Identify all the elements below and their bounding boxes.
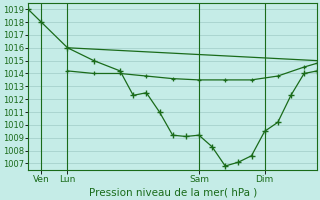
X-axis label: Pression niveau de la mer( hPa ): Pression niveau de la mer( hPa ): [89, 187, 257, 197]
